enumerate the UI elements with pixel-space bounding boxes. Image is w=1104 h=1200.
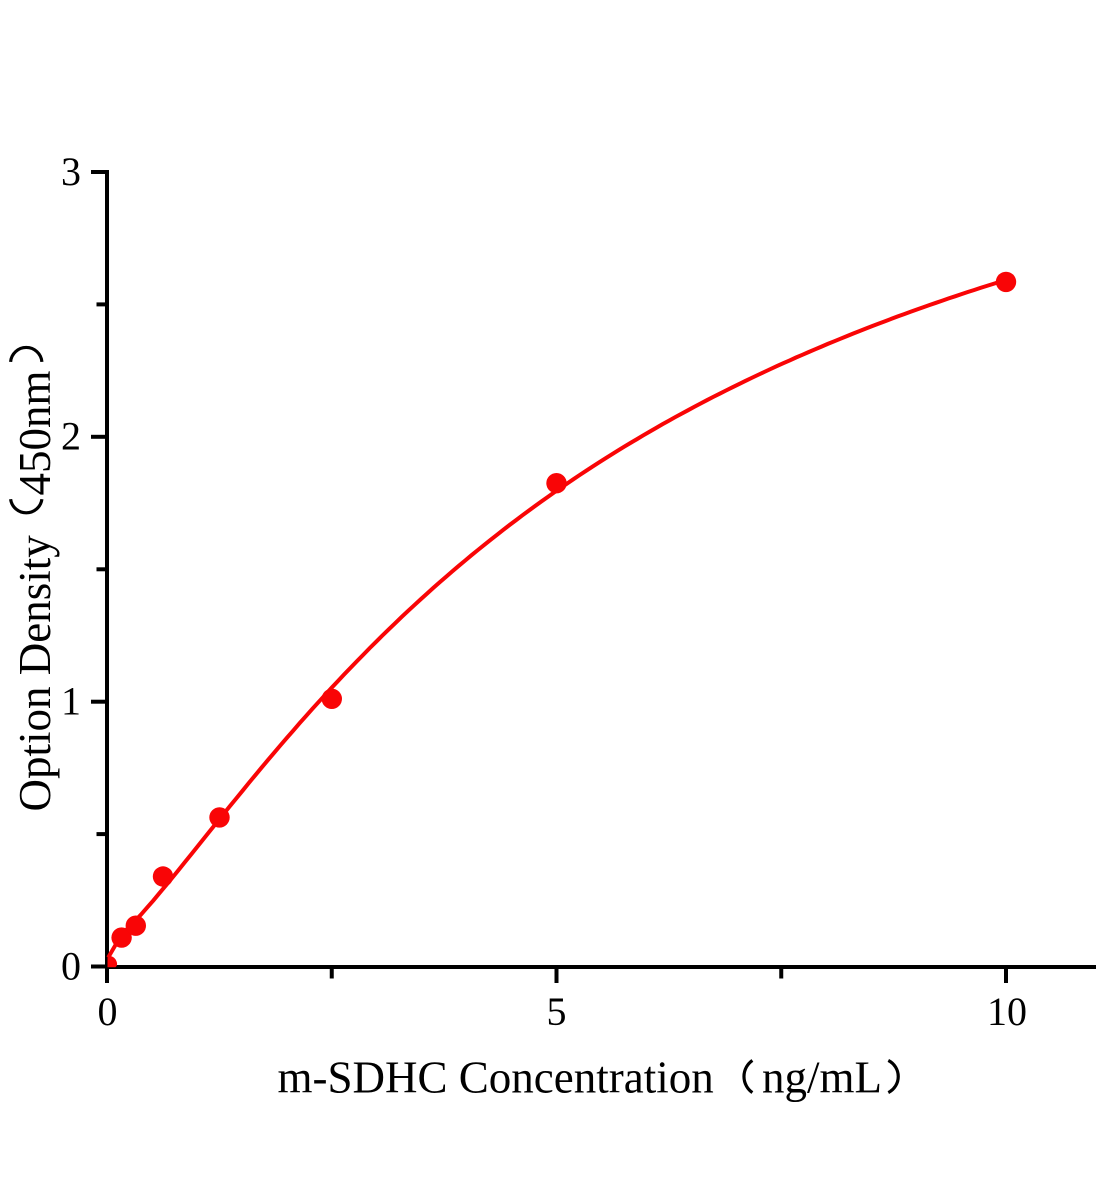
- svg-text:0: 0: [98, 989, 118, 1034]
- svg-text:3: 3: [61, 149, 81, 194]
- svg-text:0: 0: [61, 943, 81, 988]
- svg-text:2: 2: [61, 414, 81, 459]
- svg-text:5: 5: [547, 989, 567, 1034]
- svg-text:1: 1: [61, 679, 81, 724]
- svg-text:Option Density: Option Density: [10, 535, 60, 812]
- svg-text:450nm: 450nm: [10, 370, 60, 495]
- svg-text:ng/mL: ng/mL: [762, 1053, 882, 1103]
- svg-text:10: 10: [987, 989, 1027, 1034]
- svg-text:m-SDHC Concentration: m-SDHC Concentration: [278, 1053, 714, 1103]
